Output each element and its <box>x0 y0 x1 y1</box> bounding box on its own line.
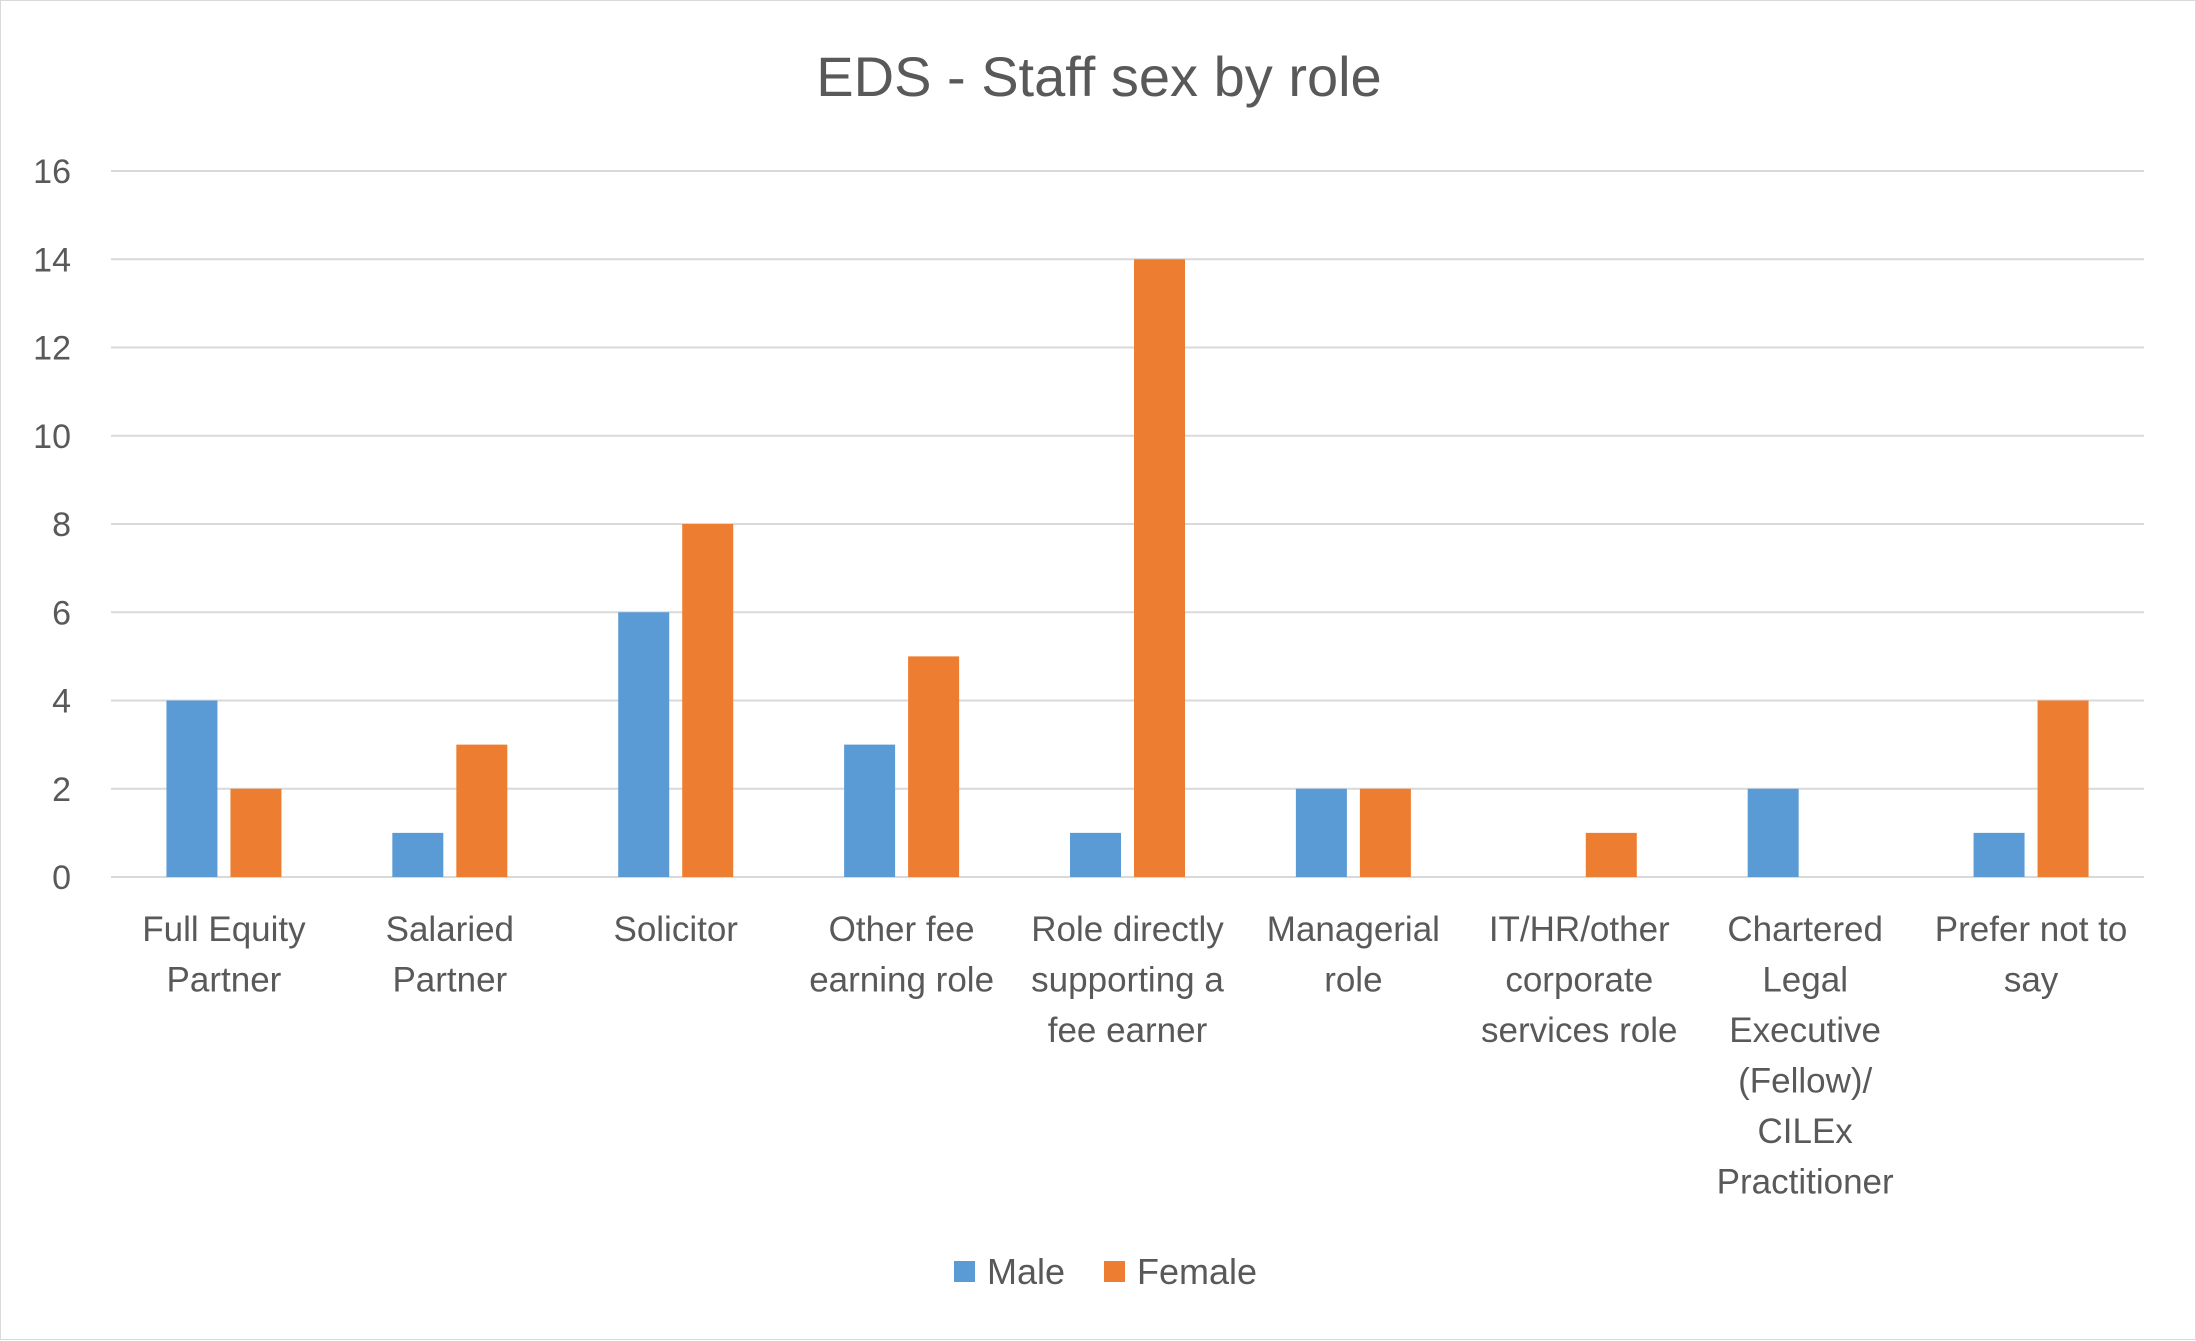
x-category-label-line: corporate <box>1505 961 1653 1000</box>
x-category-label-line: Role directly <box>1031 910 1224 949</box>
x-category-label-line: Partner <box>392 961 507 1000</box>
y-tick-label: 8 <box>52 506 71 544</box>
x-category-label-line: Prefer not to <box>1935 910 2128 949</box>
x-category-label-line: services role <box>1481 1011 1677 1050</box>
x-category-label-line: CILEx <box>1758 1112 1854 1151</box>
bar-male-2 <box>618 612 670 877</box>
x-category-label: IT/HR/other corporate services role <box>1481 910 1677 1050</box>
x-category-label: Role directly supporting a fee earner <box>1031 910 1224 1050</box>
legend: Male Female <box>954 1251 1257 1292</box>
x-category-label-line: Practitioner <box>1717 1163 1894 1202</box>
x-category-label: Managerial role <box>1267 910 1440 1000</box>
x-category-label-line: Salaried <box>386 910 514 949</box>
y-tick-label: 4 <box>52 683 71 721</box>
x-category-label-line: fee earner <box>1048 1011 1208 1050</box>
x-category-label-line: Chartered <box>1727 910 1883 949</box>
y-tick-label: 10 <box>33 418 71 456</box>
x-category-label-line: earning role <box>809 961 994 1000</box>
bar-female-5 <box>1359 788 1411 877</box>
x-category-label-line: IT/HR/other <box>1489 910 1670 949</box>
y-axis-ticks: 0 2 4 6 8 10 12 14 16 <box>33 153 71 897</box>
bar-female-4 <box>1134 259 1185 877</box>
bar-female-2 <box>682 524 734 877</box>
bar-female-1 <box>456 744 508 877</box>
x-category-label-line: Solicitor <box>613 910 738 949</box>
x-category-label-line: say <box>2004 961 2059 1000</box>
gridlines <box>111 170 2144 878</box>
bar-male-0 <box>166 700 218 877</box>
y-tick-label: 16 <box>33 153 71 191</box>
x-category-label-line: Managerial <box>1267 910 1440 949</box>
x-category-label-line: Full Equity <box>142 910 306 949</box>
bar-male-5 <box>1295 788 1347 877</box>
y-tick-label: 0 <box>52 859 71 897</box>
legend-label-female: Female <box>1137 1251 1257 1292</box>
x-category-label-line: supporting a <box>1031 961 1224 1000</box>
x-category-label: Prefer not to say <box>1935 910 2128 1000</box>
y-tick-label: 2 <box>52 771 71 809</box>
x-category-label-line: Other fee <box>829 910 975 949</box>
y-tick-label: 14 <box>33 241 71 279</box>
x-category-label: Other fee earning role <box>809 910 994 1000</box>
y-tick-label: 6 <box>52 594 71 632</box>
bar-male-8 <box>1973 832 2025 877</box>
x-category-label-line: role <box>1324 961 1382 1000</box>
y-tick-label: 12 <box>33 330 71 368</box>
bar-female-8 <box>2037 700 2089 877</box>
bar-female-3 <box>908 656 960 877</box>
bar-male-3 <box>844 744 896 877</box>
bar-male-4 <box>1070 832 1121 877</box>
x-category-label: Solicitor <box>613 910 738 949</box>
x-category-label: Full Equity Partner <box>142 910 306 1000</box>
bars <box>166 259 2089 877</box>
x-category-label: Chartered Legal Executive (Fellow)/ CILEx Pra… <box>1717 910 1894 1202</box>
x-category-label: Salaried Partner <box>386 910 514 1000</box>
legend-swatch-female <box>1104 1261 1125 1282</box>
x-category-label-line: (Fellow)/ <box>1738 1062 1872 1101</box>
x-category-label-line: Partner <box>167 961 282 1000</box>
bar-female-6 <box>1585 832 1637 877</box>
bar-male-7 <box>1747 788 1799 877</box>
chart-title: EDS - Staff sex by role <box>816 45 1381 108</box>
bar-male-1 <box>392 832 444 877</box>
x-category-label-line: Executive <box>1729 1011 1881 1050</box>
legend-label-male: Male <box>987 1251 1065 1292</box>
x-axis-categories: Full Equity Partner Salaried Partner Solicit… <box>142 910 2127 1202</box>
bar-female-0 <box>230 788 282 877</box>
legend-swatch-male <box>954 1261 975 1282</box>
x-category-label-line: Legal <box>1762 961 1848 1000</box>
